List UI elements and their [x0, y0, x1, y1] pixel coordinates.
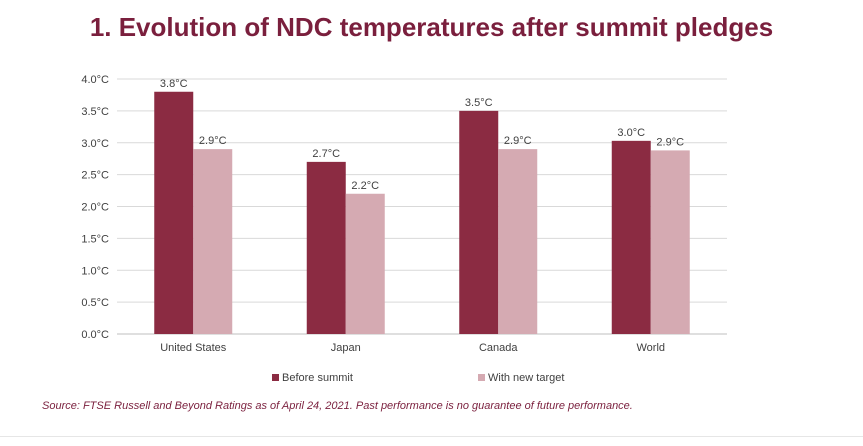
legend-label: Before summit	[282, 372, 353, 384]
bar-with-new-target	[498, 149, 538, 334]
legend: Before summit With new target	[272, 372, 564, 384]
y-tick-label: 3.5°C	[81, 106, 109, 118]
data-label: 2.9°C	[199, 135, 227, 147]
y-tick-label: 4.0°C	[81, 74, 109, 86]
y-tick-label: 1.0°C	[81, 265, 109, 277]
bar-before-summit	[306, 161, 346, 334]
legend-label: With new target	[488, 372, 564, 384]
data-label: 2.7°C	[312, 148, 340, 160]
bar-with-new-target	[345, 193, 385, 334]
data-label: 2.2°C	[351, 180, 379, 192]
y-tick-label: 0.0°C	[81, 329, 109, 341]
data-label: 3.8°C	[160, 78, 188, 90]
x-category-label: World	[636, 342, 665, 354]
chart-title: 1. Evolution of NDC temperatures after s…	[89, 12, 774, 42]
y-tick-label: 2.5°C	[81, 170, 109, 182]
y-axis-ticks: 0.0°C 0.5°C 1.0°C 1.5°C 2.0°C 2.5°C 3.0°C 3.5°C…	[81, 74, 109, 341]
x-category-label: Canada	[479, 342, 518, 354]
data-label: 2.9°C	[504, 135, 532, 147]
legend-swatch	[478, 374, 485, 381]
source-note: Source: FTSE Russell and Beyond Ratings …	[42, 400, 633, 412]
y-tick-label: 3.0°C	[81, 138, 109, 150]
bar-with-new-target	[650, 150, 690, 334]
y-tick-label: 1.5°C	[81, 233, 109, 245]
y-tick-label: 0.5°C	[81, 297, 109, 309]
bar-before-summit	[154, 91, 194, 334]
x-category-label: Japan	[331, 342, 361, 354]
x-axis-categories: United States Japan Canada World	[160, 342, 665, 354]
y-tick-label: 2.0°C	[81, 202, 109, 214]
data-label: 3.5°C	[465, 97, 493, 109]
bar-with-new-target	[193, 149, 233, 334]
x-category-label: United States	[160, 342, 227, 354]
bars	[154, 91, 690, 334]
legend-swatch	[272, 374, 279, 381]
bar-chart: 0.0°C 0.5°C 1.0°C 1.5°C 2.0°C 2.5°C 3.0°C 3.5°C…	[81, 74, 727, 384]
divider	[0, 436, 863, 437]
data-label: 3.0°C	[617, 127, 645, 139]
data-label: 2.9°C	[656, 136, 684, 148]
bar-before-summit	[459, 110, 499, 334]
data-labels: 3.8°C 2.9°C 2.7°C 2.2°C 3.5°C 2.9°C 3.0°C 2.9°C	[160, 78, 684, 192]
bar-before-summit	[611, 140, 651, 334]
